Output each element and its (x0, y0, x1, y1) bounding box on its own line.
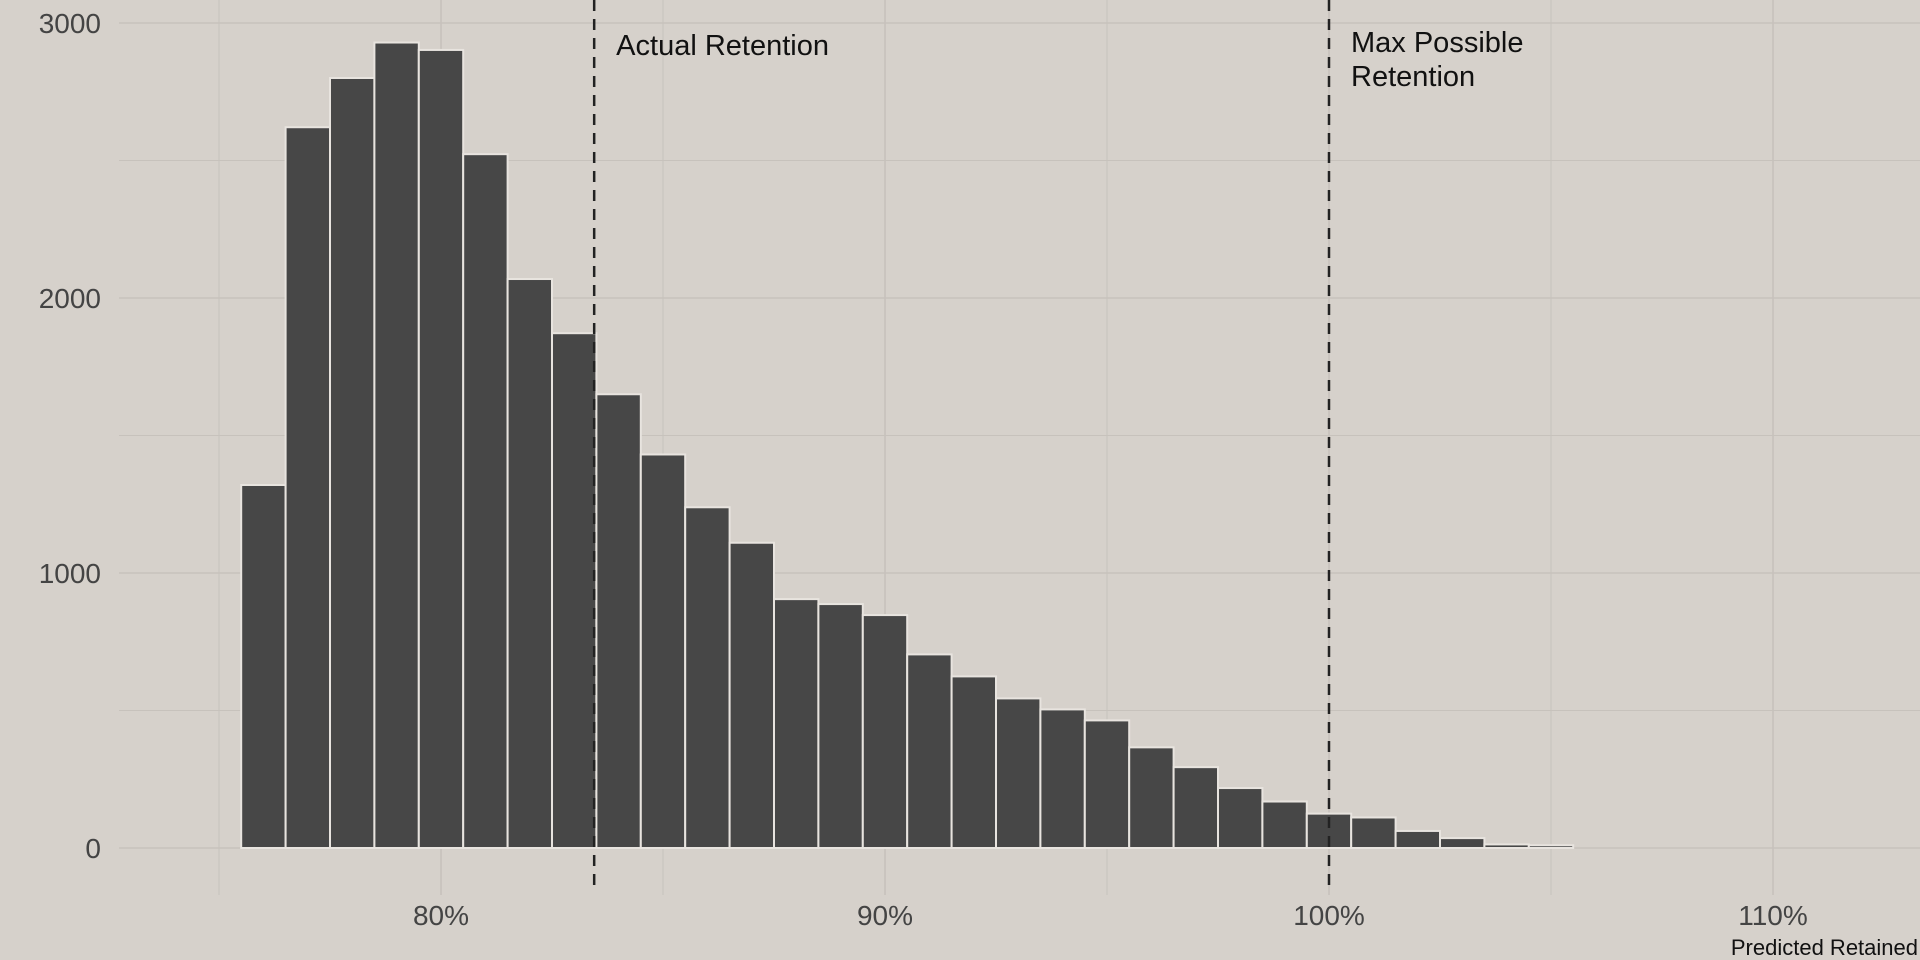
histogram-bar (684, 506, 731, 849)
histogram-bar (639, 453, 687, 849)
histogram-bar (373, 41, 420, 849)
histogram-bar (728, 541, 775, 849)
y-tick-label: 2000 (39, 283, 101, 314)
histogram-bar (240, 484, 287, 849)
histogram-bar (1527, 844, 1575, 849)
reference-line-label: Retention (1351, 61, 1475, 93)
histogram-bar (506, 278, 554, 849)
y-tick-label: 3000 (39, 8, 101, 39)
histogram-bar (950, 675, 997, 850)
histogram-bar (1128, 746, 1175, 849)
x-tick-label: 100% (1293, 900, 1365, 931)
histogram-bar (595, 393, 642, 849)
histogram-bar (1039, 708, 1086, 850)
x-tick-label: 110% (1738, 900, 1808, 931)
histogram-bar (995, 697, 1042, 850)
histogram-bar (861, 614, 909, 850)
reference-line-label: Actual Retention (616, 30, 829, 62)
y-tick-label: 0 (85, 833, 101, 864)
x-tick-label: 80% (413, 900, 469, 931)
histogram-bar (1394, 829, 1441, 850)
histogram-bar (1217, 787, 1264, 849)
histogram-bar (551, 332, 598, 849)
histogram-bar (417, 48, 465, 849)
reference-line-label: Max Possible (1351, 27, 1523, 59)
histogram-bar (1261, 800, 1308, 850)
x-axis-ticks: 80% 90% 100% 110% (413, 900, 1808, 931)
histogram-bar (1350, 816, 1397, 849)
histogram-bar (462, 153, 509, 850)
histogram-bar (284, 126, 332, 850)
x-tick-label: 90% (857, 900, 913, 931)
histogram-bar (1483, 843, 1530, 849)
histogram-bar (1439, 837, 1486, 849)
x-axis-title: Predicted Retained (1731, 935, 1918, 960)
histogram-bar (1083, 719, 1131, 850)
histogram-bar (906, 653, 953, 850)
histogram-bar (773, 598, 820, 849)
histogram-bar (329, 77, 376, 849)
y-tick-label: 1000 (39, 558, 101, 589)
histogram-bars (240, 41, 1575, 850)
y-axis-ticks: 0 1000 2000 3000 (39, 8, 101, 864)
histogram-bar (817, 603, 864, 850)
histogram-bar (1172, 766, 1219, 850)
